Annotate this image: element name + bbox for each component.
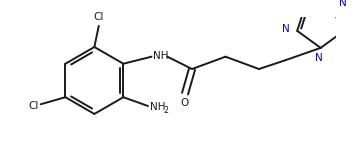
Text: 2: 2: [163, 106, 168, 115]
Text: O: O: [180, 98, 188, 108]
Text: N: N: [315, 53, 323, 63]
Text: Cl: Cl: [29, 101, 39, 111]
Text: Cl: Cl: [94, 12, 104, 22]
Text: N: N: [282, 24, 290, 34]
Text: NH: NH: [150, 102, 165, 112]
Text: N: N: [339, 0, 346, 8]
Text: NH: NH: [153, 51, 169, 61]
